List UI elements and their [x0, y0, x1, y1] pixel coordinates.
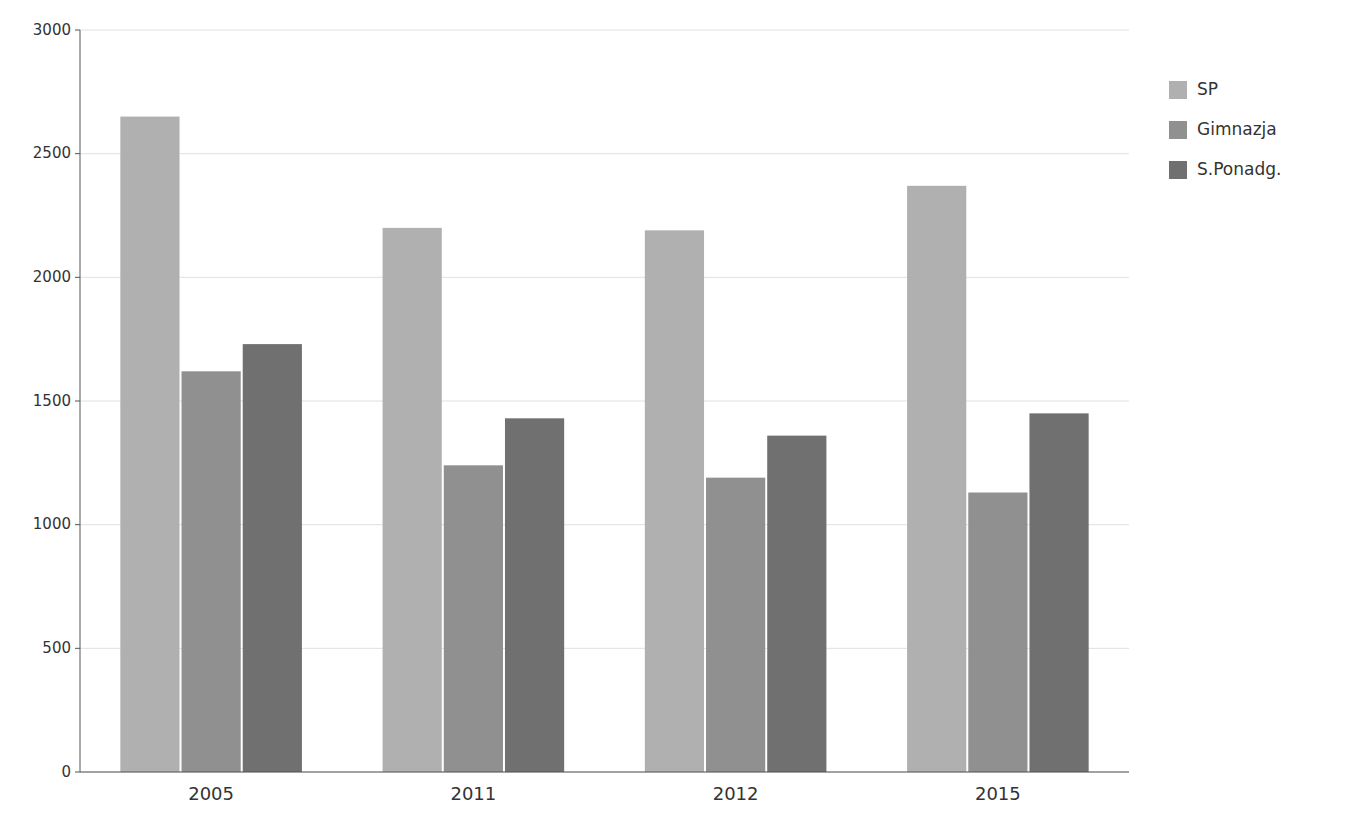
legend-swatch [1169, 121, 1187, 139]
chart-container: 0 500 1000 1500 2000 2500 3000 2005 2011 2012 2015… [0, 0, 1349, 832]
y-tick [75, 277, 80, 278]
y-tick-label: 2000 [33, 268, 71, 286]
bar [383, 228, 442, 772]
x-tick-label: 2005 [188, 783, 234, 804]
y-tick [75, 648, 80, 649]
y-tick-label: 2500 [33, 144, 71, 162]
grid-line [80, 153, 1129, 154]
y-tick-label: 500 [42, 639, 71, 657]
grid-line [80, 277, 1129, 278]
y-tick [75, 153, 80, 154]
y-tick-label: 0 [61, 763, 71, 781]
bars [120, 117, 1088, 772]
y-tick [75, 30, 80, 31]
grid-line [80, 772, 1129, 773]
legend-label: Gimnazja [1197, 119, 1277, 139]
y-tick-label: 1000 [33, 515, 71, 533]
x-tick-label: 2012 [713, 783, 759, 804]
bar [645, 230, 704, 772]
legend: SP Gimnazja S.Ponadg. [1169, 79, 1281, 179]
y-tick-label: 1500 [33, 392, 71, 410]
legend-swatch [1169, 161, 1187, 179]
chart-svg: 0 500 1000 1500 2000 2500 3000 2005 2011 2012 2015… [0, 0, 1349, 832]
bar [444, 465, 503, 772]
bar [243, 344, 302, 772]
bar [968, 493, 1027, 772]
y-axis: 0 500 1000 1500 2000 2500 3000 [33, 21, 1129, 781]
bar [706, 478, 765, 772]
y-tick [75, 772, 80, 773]
y-tick [75, 524, 80, 525]
y-tick-label: 3000 [33, 21, 71, 39]
y-axis-line [80, 30, 81, 772]
axes: 2005 2011 2012 2015 [80, 30, 1129, 804]
x-tick-label: 2015 [975, 783, 1021, 804]
bar [767, 436, 826, 772]
y-tick [75, 401, 80, 402]
bar [182, 371, 241, 772]
legend-label: SP [1197, 79, 1218, 99]
x-tick-label: 2011 [450, 783, 496, 804]
x-axis-line [80, 772, 1129, 773]
bar [907, 186, 966, 772]
legend-label: S.Ponadg. [1197, 159, 1281, 179]
legend-swatch [1169, 81, 1187, 99]
grid-line [80, 30, 1129, 31]
bar [505, 418, 564, 772]
bar [1029, 413, 1088, 772]
bar [120, 117, 179, 772]
